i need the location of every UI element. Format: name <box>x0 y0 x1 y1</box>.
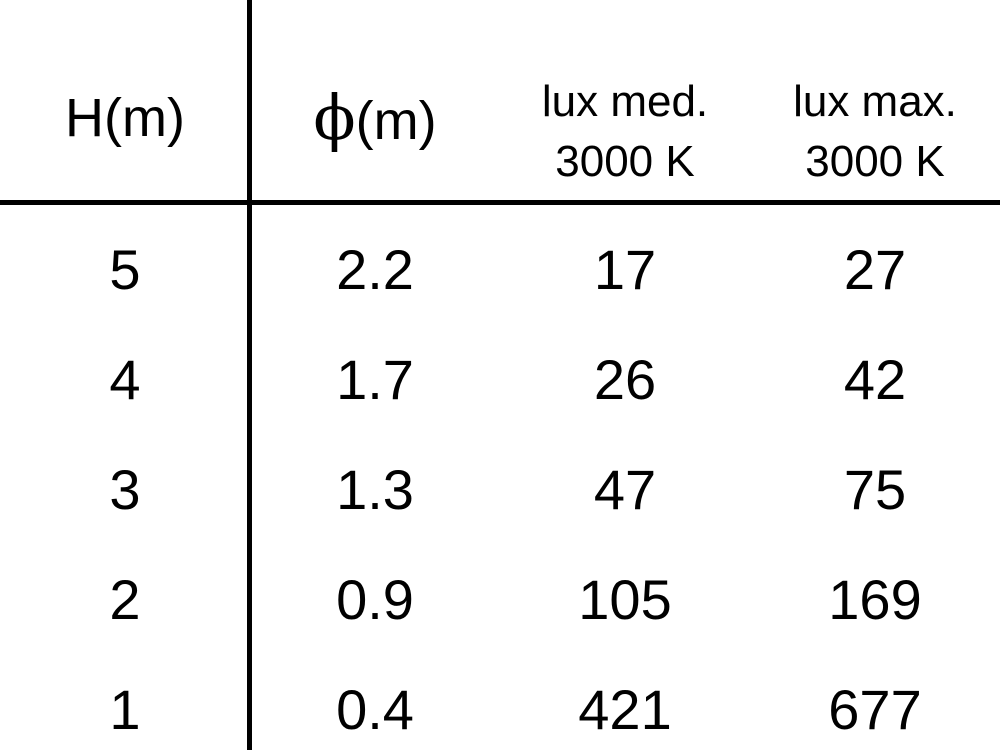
table-cell: 0.9 <box>336 568 414 631</box>
header-lux-med-line1: lux med. <box>541 77 709 126</box>
table-cell: 1 <box>109 678 141 741</box>
table-cell: 4 <box>109 348 141 411</box>
table-cell: 2 <box>109 568 141 631</box>
table-cell: 75 <box>843 458 907 521</box>
phi-symbol: ϕ <box>313 81 356 154</box>
header-lux-med: lux med. 3000 K <box>500 72 750 192</box>
table-cell: 26 <box>593 348 657 411</box>
table-cell: 17 <box>593 238 657 301</box>
table-cell: 3 <box>109 458 141 521</box>
table-cell: 47 <box>593 458 657 521</box>
table-cell: 27 <box>843 238 907 301</box>
table-cell: 5 <box>109 238 141 301</box>
header-lux-max: lux max. 3000 K <box>750 72 1000 192</box>
table-cell: 169 <box>828 568 922 631</box>
table-cell: 0.4 <box>336 678 414 741</box>
header-lux-med-line2: 3000 K <box>555 137 695 186</box>
table-cell: 421 <box>578 678 672 741</box>
table-cell: 105 <box>578 568 672 631</box>
header-divider <box>0 200 1000 205</box>
table-cell: 2.2 <box>336 238 414 301</box>
table-cell: 1.7 <box>336 348 414 411</box>
column-divider <box>247 0 252 750</box>
header-lux-max-line2: 3000 K <box>805 137 945 186</box>
header-diameter: ϕ(m) <box>250 86 500 153</box>
header-lux-max-line1: lux max. <box>793 77 957 126</box>
table-cell: 677 <box>828 678 922 741</box>
table-cell: 1.3 <box>336 458 414 521</box>
table-cell: 42 <box>843 348 907 411</box>
header-diameter-unit: (m) <box>355 91 437 151</box>
header-height: H(m) <box>65 88 185 148</box>
